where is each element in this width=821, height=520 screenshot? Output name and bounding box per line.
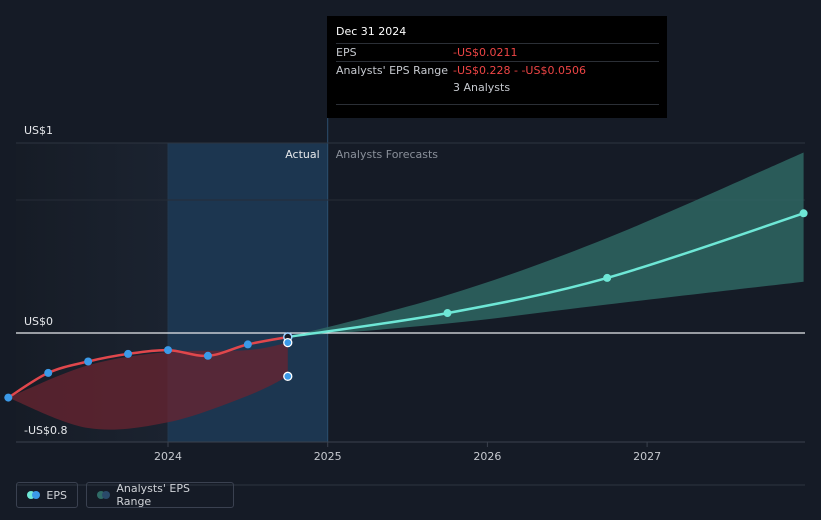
eps-data-point: [84, 357, 93, 366]
tooltip-eps-row: EPS -US$0.0211: [336, 43, 659, 61]
range-data-point: [283, 371, 293, 381]
tooltip-range-label: Analysts' EPS Range: [336, 64, 449, 77]
tooltip-divider: [336, 104, 659, 105]
y-tick-label: -US$0.8: [24, 424, 68, 437]
range-data-point: [283, 337, 293, 348]
tooltip-analysts-count: 3 Analysts: [453, 81, 511, 94]
eps-data-point: [44, 368, 53, 377]
tooltip-date: Dec 31 2024: [336, 25, 407, 38]
range-legend-icon: [97, 491, 110, 499]
tooltip-eps-value: -US$0.0211: [453, 46, 518, 59]
y-tick-label: US$0: [24, 315, 53, 328]
eps-data-point: [203, 351, 212, 360]
forecast-data-point: [443, 309, 452, 318]
eps-data-point: [4, 393, 13, 402]
legend-eps-toggle[interactable]: EPS: [16, 482, 78, 508]
forecast-data-point: [603, 273, 612, 282]
eps-data-point: [243, 340, 252, 349]
tooltip-range-row: Analysts' EPS Range -US$0.228 - -US$0.05…: [336, 61, 659, 79]
legend-eps-label: EPS: [46, 488, 67, 502]
forecast-end-point: [799, 209, 808, 218]
actual-label: Actual: [285, 148, 319, 161]
actual-range-band: [8, 342, 288, 430]
eps-data-point: [124, 349, 133, 358]
x-tick-label: 2025: [314, 450, 342, 463]
chart-tooltip: Dec 31 2024 EPS -US$0.0211 Analysts' EPS…: [327, 16, 667, 118]
eps-legend-icon: [27, 491, 40, 499]
legend-range-label: Analysts' EPS Range: [116, 482, 190, 508]
eps-data-point: [164, 346, 172, 355]
tooltip-range-value: -US$0.228 - -US$0.0506: [453, 64, 586, 77]
x-tick-label: 2026: [473, 450, 501, 463]
forecast-range-band: [287, 152, 804, 337]
forecast-label: Analysts Forecasts: [336, 148, 439, 161]
x-tick-label: 2024: [154, 450, 182, 463]
tooltip-analysts-row: 3 Analysts: [336, 79, 659, 96]
tooltip-eps-label: EPS: [336, 46, 357, 59]
x-tick-label: 2027: [633, 450, 661, 463]
legend-range-toggle[interactable]: Analysts' EPS Range: [86, 482, 234, 508]
y-tick-label: US$1: [24, 124, 53, 137]
forecast-eps-line: [287, 212, 804, 339]
